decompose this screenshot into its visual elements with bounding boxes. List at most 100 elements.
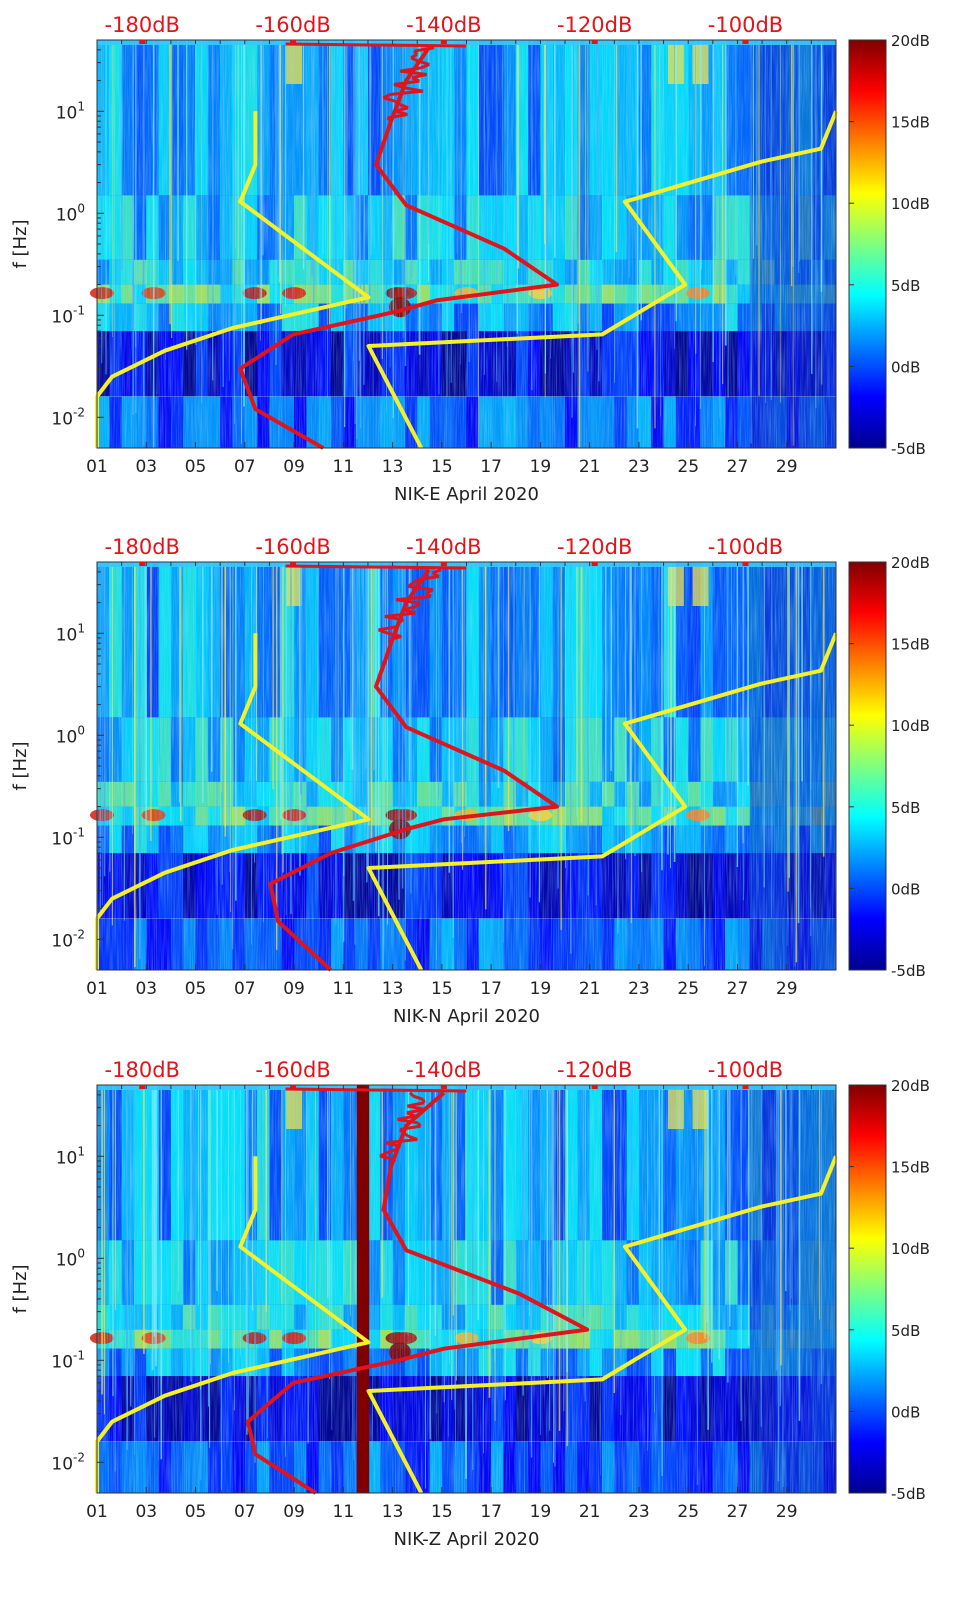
top-db-tick-label: -140dB bbox=[406, 13, 481, 37]
x-tick-label: 09 bbox=[283, 457, 305, 477]
wiggle-seg bbox=[387, 631, 402, 638]
colorbar bbox=[848, 39, 887, 449]
wiggle-seg bbox=[421, 1098, 426, 1104]
series-line-1 bbox=[366, 110, 838, 449]
wiggle-seg bbox=[385, 1137, 418, 1145]
x-tick-label: 15 bbox=[431, 979, 453, 999]
x-tick-label: 07 bbox=[234, 979, 256, 999]
top-db-tick-label: -100dB bbox=[708, 13, 783, 37]
wiggle-seg bbox=[379, 1151, 388, 1158]
top-db-tick-mark bbox=[290, 40, 297, 44]
top-db-tick-mark bbox=[139, 562, 146, 566]
y-tick-base: 10 bbox=[56, 727, 78, 747]
top-db-tick-mark bbox=[290, 562, 297, 566]
top-db-tick-mark bbox=[742, 562, 749, 566]
y-tick-exponent: -1 bbox=[73, 825, 85, 839]
y-tick-exponent: 1 bbox=[77, 99, 85, 113]
colorbar-tick-label: 10dB bbox=[891, 717, 930, 735]
y-tick-exponent: -1 bbox=[73, 303, 85, 317]
top-db-tick-mark bbox=[139, 40, 146, 44]
y-tick-base: 10 bbox=[51, 829, 73, 849]
x-tick-label: 15 bbox=[431, 457, 453, 477]
wiggle-seg bbox=[417, 59, 430, 66]
top-db-tick-label: -180dB bbox=[105, 1058, 180, 1082]
top-db-tick-label: -120dB bbox=[557, 1058, 632, 1082]
top-db-tick-label: -140dB bbox=[406, 535, 481, 559]
wiggle-seg bbox=[414, 46, 435, 53]
spectrogram-layer bbox=[89, 40, 837, 448]
x-tick-label: 23 bbox=[628, 1502, 650, 1522]
series-line-1 bbox=[366, 632, 838, 971]
top-db-tick-label: -120dB bbox=[557, 13, 632, 37]
median-hf-wiggle bbox=[382, 46, 435, 123]
wiggle-seg bbox=[409, 1091, 415, 1098]
top-db-tick-mark bbox=[139, 1085, 146, 1089]
y-tick-label: 101 bbox=[56, 99, 85, 123]
y-tick-exponent: 0 bbox=[77, 723, 85, 737]
series-line-0 bbox=[95, 633, 371, 970]
colorbar-tick-label: 5dB bbox=[891, 799, 920, 817]
x-tick-label: 01 bbox=[86, 1502, 108, 1522]
median-hf-wiggle bbox=[377, 568, 442, 644]
wiggle-seg bbox=[389, 89, 424, 96]
y-tick-label: 101 bbox=[56, 1144, 85, 1168]
y-tick-label: 100 bbox=[56, 723, 85, 747]
top-db-tick-mark bbox=[742, 40, 749, 44]
x-tick-label: 17 bbox=[480, 1502, 502, 1522]
top-db-tick-mark bbox=[591, 40, 598, 44]
median-top-line bbox=[285, 1087, 467, 1093]
wiggle-seg bbox=[408, 584, 434, 592]
x-tick-label: 27 bbox=[727, 1502, 749, 1522]
y-tick-exponent: -2 bbox=[73, 927, 85, 941]
wiggle-seg bbox=[411, 578, 419, 585]
y-tick-exponent: -2 bbox=[73, 405, 85, 419]
wiggle-seg bbox=[379, 1154, 396, 1161]
panel-0: 01 03 05 07 09 11 13 15 17 19 21 23 25 27 2910-210-110… bbox=[10, 13, 930, 505]
y-tick-base: 10 bbox=[51, 931, 73, 951]
wiggle-seg bbox=[399, 1124, 421, 1131]
top-db-tick-mark bbox=[591, 1085, 598, 1089]
spectrogram-layer bbox=[89, 1085, 837, 1493]
top-db-tick-label: -100dB bbox=[708, 1058, 783, 1082]
y-tick-exponent: -1 bbox=[73, 1348, 85, 1362]
x-tick-label: 05 bbox=[185, 1502, 207, 1522]
wiggle-seg bbox=[403, 605, 417, 612]
wiggle-seg bbox=[378, 625, 399, 632]
spectro-texture bbox=[97, 40, 836, 448]
x-tick-label: 25 bbox=[677, 979, 699, 999]
y-tick-label: 100 bbox=[56, 201, 85, 225]
x-tick-label: 21 bbox=[579, 1502, 601, 1522]
median-hf-wiggle bbox=[379, 1091, 426, 1167]
y-tick-label: 10-1 bbox=[51, 303, 85, 327]
colorbar bbox=[848, 561, 887, 971]
top-db-tick-label: -160dB bbox=[255, 535, 330, 559]
wiggle-seg bbox=[399, 103, 409, 110]
y-axis-label: f [Hz] bbox=[10, 1264, 31, 1313]
x-tick-label: 29 bbox=[776, 457, 798, 477]
wiggle-seg bbox=[416, 1121, 422, 1128]
x-tick-label: 13 bbox=[382, 1502, 404, 1522]
wiggle-seg bbox=[395, 594, 432, 602]
series-line-1 bbox=[366, 1155, 838, 1494]
wiggle-seg bbox=[407, 1101, 425, 1108]
colorbar-tick-label: 0dB bbox=[891, 358, 920, 376]
top-db-tick-label: -120dB bbox=[557, 535, 632, 559]
x-tick-label: 19 bbox=[530, 979, 552, 999]
x-axis-label: NIK-E April 2020 bbox=[394, 484, 539, 505]
x-axis-label: NIK-N April 2020 bbox=[393, 1006, 540, 1027]
series-line-0 bbox=[95, 1156, 371, 1493]
wiggle-seg bbox=[407, 1134, 418, 1141]
x-tick-label: 11 bbox=[333, 979, 355, 999]
x-tick-label: 29 bbox=[776, 979, 798, 999]
x-tick-label: 21 bbox=[579, 457, 601, 477]
colorbar-tick-label: 20dB bbox=[891, 1077, 930, 1095]
top-db-tick-label: -100dB bbox=[708, 535, 783, 559]
wiggle-seg bbox=[407, 581, 414, 588]
y-tick-label: 10-2 bbox=[51, 405, 85, 429]
x-tick-label: 15 bbox=[431, 1502, 453, 1522]
y-tick-base: 10 bbox=[51, 409, 73, 429]
y-axis-label: f [Hz] bbox=[10, 219, 31, 268]
data-gap-band bbox=[356, 1085, 370, 1493]
wiggle-seg bbox=[384, 611, 416, 618]
median-top-line bbox=[285, 42, 467, 48]
